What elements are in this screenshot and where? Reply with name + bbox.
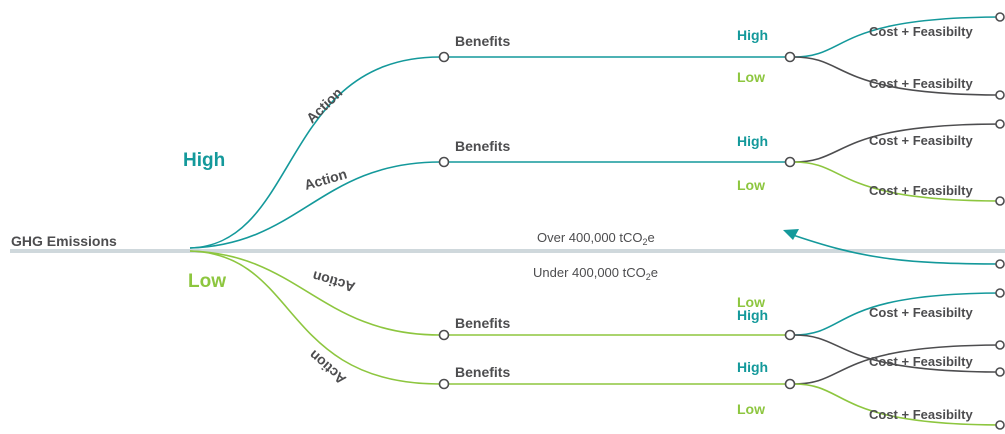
- cost-feasibility-label: Cost + Feasibilty: [869, 24, 973, 39]
- cost-branch-3a: [793, 292, 1004, 336]
- action-label: Action: [303, 84, 345, 126]
- emissions-high-label: High: [183, 150, 225, 171]
- cost-branch-4a: [793, 344, 1004, 385]
- return-arrow-line: [789, 233, 1004, 265]
- cost-branch-2b: [793, 161, 1004, 202]
- cost-branch-2a: [793, 123, 1004, 163]
- cost-branch-3b: [793, 334, 1004, 373]
- action-label: Action: [302, 165, 348, 192]
- branch-low-action-1: [189, 250, 441, 336]
- cost-split-node: [784, 329, 796, 341]
- end-node: [995, 288, 1005, 298]
- cost-split-node: [784, 378, 796, 390]
- end-node: [995, 119, 1005, 129]
- end-node: [995, 340, 1005, 350]
- branch-high-action-2: [189, 161, 441, 249]
- cost-split-node: [784, 51, 796, 63]
- benefit-high-label: High: [737, 307, 768, 323]
- action-label: Action: [306, 347, 349, 388]
- end-node: [995, 367, 1005, 377]
- benefit-high-label: High: [737, 27, 768, 43]
- cost-branch-1b: [793, 56, 1004, 96]
- benefits-node: [438, 378, 450, 390]
- end-node: [995, 420, 1005, 430]
- cost-branch-4b: [793, 383, 1004, 426]
- benefits-node: [438, 156, 450, 168]
- branch-low-action-2: [189, 250, 441, 385]
- benefits-label: Benefits: [455, 33, 510, 49]
- benefit-low-label: Low: [737, 177, 765, 193]
- cost-feasibility-label: Cost + Feasibilty: [869, 354, 973, 369]
- benefits-label: Benefits: [455, 364, 510, 380]
- root-label: GHG Emissions: [11, 233, 117, 249]
- benefits-label: Benefits: [455, 315, 510, 331]
- benefits-label: Benefits: [455, 138, 510, 154]
- cost-feasibility-label: Cost + Feasibilty: [869, 183, 973, 198]
- threshold-under-label: Under 400,000 tCO2e: [533, 265, 658, 282]
- benefit-low-label: Low: [737, 294, 765, 310]
- benefit-high-label: High: [737, 359, 768, 375]
- emissions-low-label: Low: [188, 271, 226, 292]
- benefits-node: [438, 51, 450, 63]
- threshold-over-label: Over 400,000 tCO2e: [537, 230, 655, 247]
- cost-feasibility-label: Cost + Feasibilty: [869, 76, 973, 91]
- end-node: [995, 259, 1005, 269]
- branch-high-action-1: [189, 56, 441, 249]
- benefit-high-label: High: [737, 133, 768, 149]
- cost-feasibility-label: Cost + Feasibilty: [869, 407, 973, 422]
- benefits-node: [438, 329, 450, 341]
- action-label: Action: [311, 268, 357, 295]
- end-node: [995, 12, 1005, 22]
- return-arrow-head: [783, 229, 799, 240]
- end-node: [995, 196, 1005, 206]
- benefit-low-label: Low: [737, 69, 765, 85]
- end-node: [995, 90, 1005, 100]
- benefit-low-label: Low: [737, 401, 765, 417]
- cost-split-node: [784, 156, 796, 168]
- cost-branch-1a: [793, 16, 1004, 58]
- cost-feasibility-label: Cost + Feasibilty: [869, 305, 973, 320]
- cost-feasibility-label: Cost + Feasibilty: [869, 133, 973, 148]
